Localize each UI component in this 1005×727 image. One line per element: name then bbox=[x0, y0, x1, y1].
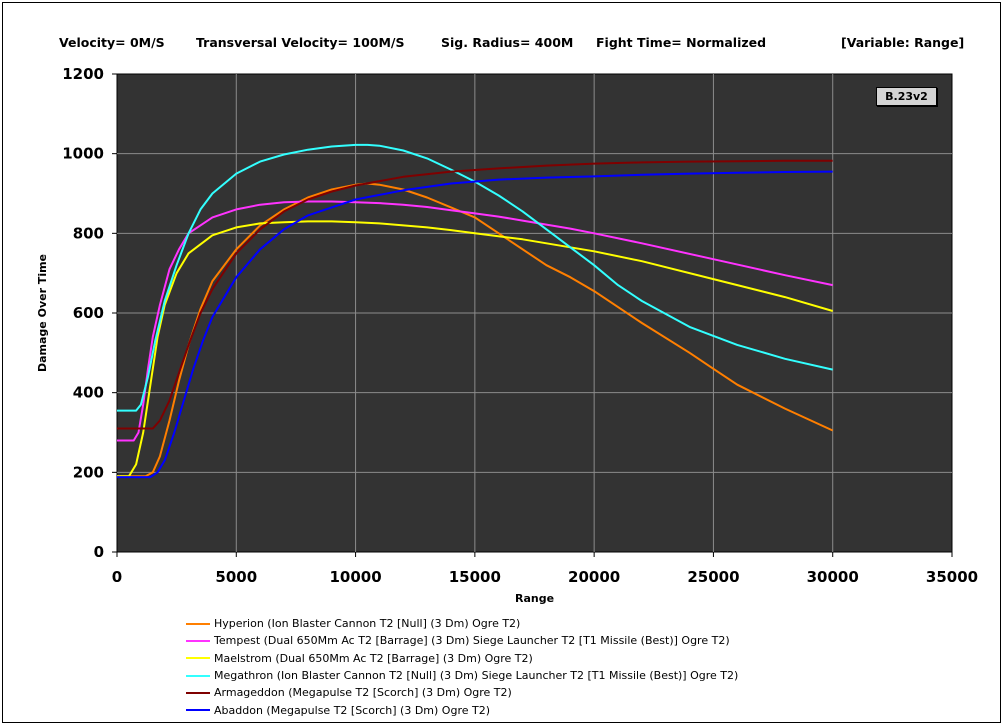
fight-time-label: Fight Time= Normalized bbox=[596, 35, 767, 50]
legend-swatch bbox=[186, 691, 210, 694]
legend-item: Armageddon (Megapulse T2 [Scorch] (3 Dm)… bbox=[186, 684, 738, 701]
x-tick-label: 30000 bbox=[807, 568, 859, 586]
legend-item: Maelstrom (Dual 650Mm Ac T2 [Barrage] (3… bbox=[186, 650, 738, 667]
series-line-4 bbox=[117, 159, 833, 430]
x-tick-label: 35000 bbox=[926, 568, 978, 586]
legend-item: Abaddon (Megapulse T2 [Scorch] (3 Dm) Og… bbox=[186, 701, 738, 718]
y-tick-label: 400 bbox=[73, 384, 104, 402]
y-tick-label: 800 bbox=[73, 224, 104, 242]
chart-header: Velocity= 0M/S Transversal Velocity= 100… bbox=[0, 35, 1005, 51]
variable-label: [Variable: Range] bbox=[841, 35, 965, 50]
legend-label: Maelstrom (Dual 650Mm Ac T2 [Barrage] (3… bbox=[214, 651, 533, 665]
x-tick-label: 20000 bbox=[568, 568, 620, 586]
x-tick-label: 0 bbox=[112, 568, 122, 586]
legend-item: Megathron (Ion Blaster Cannon T2 [Null] … bbox=[186, 667, 738, 684]
y-tick-label: 600 bbox=[73, 304, 104, 322]
series-line-5 bbox=[117, 170, 833, 479]
y-tick-label: 1200 bbox=[62, 65, 104, 83]
chart-legend: Hyperion (Ion Blaster Cannon T2 [Null] (… bbox=[186, 615, 738, 719]
legend-label: Hyperion (Ion Blaster Cannon T2 [Null] (… bbox=[214, 617, 521, 631]
series-line-1 bbox=[117, 200, 833, 442]
legend-swatch bbox=[186, 657, 210, 660]
series-line-3 bbox=[117, 143, 833, 412]
y-tick-label: 1000 bbox=[62, 145, 104, 163]
y-tick-label: 0 bbox=[94, 543, 104, 561]
legend-label: Tempest (Dual 650Mm Ac T2 [Barrage] (3 D… bbox=[214, 634, 730, 648]
legend-label: Megathron (Ion Blaster Cannon T2 [Null] … bbox=[214, 669, 739, 683]
velocity-label: Velocity= 0M/S bbox=[59, 35, 165, 50]
series-line-0 bbox=[117, 182, 834, 478]
legend-item: Hyperion (Ion Blaster Cannon T2 [Null] (… bbox=[186, 615, 738, 632]
x-tick-label: 10000 bbox=[329, 568, 381, 586]
signature-radius-label: Sig. Radius= 400M bbox=[441, 35, 574, 50]
legend-swatch bbox=[186, 709, 210, 712]
legend-label: Abaddon (Megapulse T2 [Scorch] (3 Dm) Og… bbox=[214, 703, 490, 717]
y-tick-label: 200 bbox=[73, 463, 104, 481]
legend-swatch bbox=[186, 622, 210, 625]
transversal-velocity-label: Transversal Velocity= 100M/S bbox=[196, 35, 405, 50]
legend-swatch bbox=[186, 639, 210, 642]
x-axis-label: Range bbox=[515, 592, 554, 605]
legend-item: Tempest (Dual 650Mm Ac T2 [Barrage] (3 D… bbox=[186, 632, 738, 649]
version-badge: B.23v2 bbox=[876, 87, 937, 106]
y-axis-label: Damage Over Time bbox=[36, 254, 49, 372]
x-tick-label: 25000 bbox=[687, 568, 739, 586]
x-tick-label: 5000 bbox=[215, 568, 257, 586]
x-tick-label: 15000 bbox=[449, 568, 501, 586]
legend-swatch bbox=[186, 674, 210, 677]
legend-label: Armageddon (Megapulse T2 [Scorch] (3 Dm)… bbox=[214, 686, 512, 700]
